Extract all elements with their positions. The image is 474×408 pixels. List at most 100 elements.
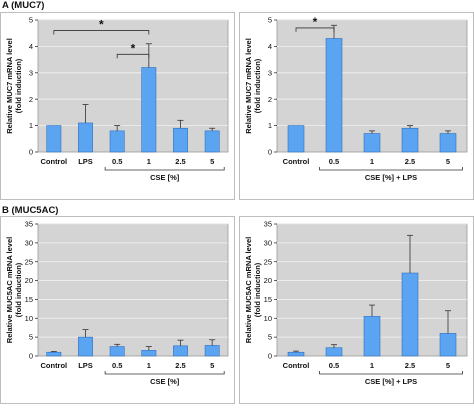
x-category-label: 0.5	[112, 361, 122, 370]
bar	[173, 345, 188, 357]
x-category-label: Control	[283, 361, 310, 370]
y-tick-label: 30	[264, 238, 272, 247]
y-tick-label: 0	[29, 148, 33, 157]
bar	[401, 127, 419, 153]
group-bracket	[104, 167, 225, 171]
y-tick-label: 20	[25, 276, 33, 285]
y-tick-label: 2	[268, 95, 272, 104]
y-tick-label: 2	[29, 95, 33, 104]
x-category-label: Control	[40, 361, 67, 370]
y-tick-label: 5	[29, 333, 33, 342]
bar	[363, 316, 381, 357]
y-tick-label: 0	[29, 352, 33, 361]
y-axis-label: Relative MUC7 mRNA level	[5, 38, 14, 134]
plot-area	[37, 223, 229, 357]
y-tick-label: 15	[25, 295, 33, 304]
x-category-label: 1	[370, 157, 374, 166]
y-axis-label: Relative MUC5AC mRNA level	[5, 237, 14, 343]
x-category-label: 2.5	[175, 361, 185, 370]
y-tick-label: 35	[264, 220, 272, 229]
y-axis-label: (fold induction)	[14, 262, 23, 317]
y-tick-label: 35	[25, 220, 33, 229]
bar	[325, 38, 343, 153]
x-category-label: 1	[147, 157, 151, 166]
x-category-label: LPS	[78, 157, 93, 166]
plot-area	[37, 19, 229, 153]
x-category-label: Control	[283, 157, 310, 166]
bar	[109, 130, 125, 153]
x-category-label: 0.5	[329, 361, 339, 370]
y-tick-label: 15	[264, 295, 272, 304]
y-tick-label: 1	[268, 121, 272, 130]
x-category-label: 5	[210, 157, 214, 166]
bar	[204, 345, 220, 357]
bar	[46, 125, 62, 153]
x-category-label: LPS	[78, 361, 93, 370]
y-tick-label: 5	[29, 16, 33, 25]
significance-star: *	[99, 18, 104, 32]
y-tick-label: 5	[268, 16, 272, 25]
bar	[46, 351, 62, 357]
x-category-label: Control	[40, 157, 67, 166]
x-category-label: 5	[446, 361, 450, 370]
section-label-b: B (MUC5AC)	[2, 205, 59, 216]
y-axis-label: (fold induction)	[14, 58, 23, 113]
y-axis-label: Relative MUC5AC mRNA level	[244, 237, 253, 343]
bar	[204, 130, 220, 153]
group-bracket	[319, 371, 463, 375]
group-label: CSE [%]	[150, 377, 180, 386]
bar	[141, 350, 157, 357]
x-category-label: 1	[370, 361, 374, 370]
group-label: CSE [%] + LPS	[365, 377, 417, 386]
significance-bracket	[295, 27, 335, 32]
x-category-label: 2.5	[405, 157, 415, 166]
y-tick-label: 3	[29, 68, 33, 77]
bar	[287, 351, 305, 357]
chart-muc7-cse: 0 1 2 3 4 5 Relative MUC7 mRNA level (fold indu…	[0, 12, 235, 200]
x-category-label: 5	[446, 157, 450, 166]
bar	[78, 122, 93, 153]
bar	[325, 347, 343, 357]
bar	[439, 133, 457, 153]
group-label: CSE [%] + LPS	[365, 173, 417, 182]
y-tick-label: 25	[25, 257, 33, 266]
x-category-label: 2.5	[405, 361, 415, 370]
significance-star: *	[313, 15, 318, 29]
bar	[173, 127, 188, 153]
x-category-label: 0.5	[112, 157, 122, 166]
x-category-label: 5	[210, 361, 214, 370]
bar	[401, 272, 419, 357]
y-tick-label: 25	[264, 257, 272, 266]
bar	[78, 336, 93, 357]
bar	[439, 333, 457, 357]
y-tick-label: 5	[268, 333, 272, 342]
y-tick-label: 3	[268, 68, 272, 77]
y-axis-label: Relative MUC7 mRNA level	[244, 38, 253, 134]
y-tick-label: 0	[268, 148, 272, 157]
x-category-label: 1	[147, 361, 151, 370]
y-tick-label: 0	[268, 352, 272, 361]
section-label-a: A (MUC7)	[2, 0, 45, 11]
bar	[287, 125, 305, 153]
x-category-label: 2.5	[175, 157, 185, 166]
plot-area	[276, 19, 468, 153]
x-category-label: 0.5	[329, 157, 339, 166]
significance-bracket	[116, 53, 150, 59]
y-axis-label: (fold induction)	[253, 58, 262, 113]
y-axis-label: (fold induction)	[253, 262, 262, 317]
y-tick-label: 1	[29, 121, 33, 130]
bar	[109, 346, 125, 357]
significance-bracket	[53, 30, 150, 35]
bar	[363, 133, 381, 153]
bar	[141, 67, 157, 153]
y-tick-label: 4	[29, 42, 33, 51]
group-label: CSE [%]	[150, 173, 180, 182]
y-tick-label: 20	[264, 276, 272, 285]
y-tick-label: 10	[264, 314, 272, 323]
group-bracket	[319, 167, 463, 171]
significance-star: *	[131, 41, 136, 55]
chart-muc7-cse-lps: 0 1 2 3 4 5 Relative MUC7 mRNA level (fold indu…	[239, 12, 474, 200]
y-tick-label: 30	[25, 238, 33, 247]
